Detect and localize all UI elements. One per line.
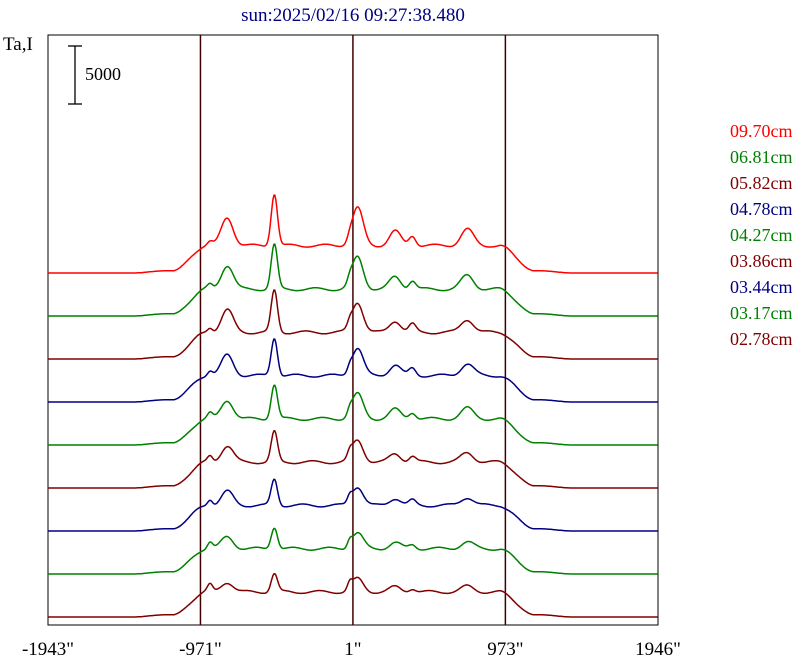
legend-entry-09.70cm: 09.70cm <box>730 121 793 141</box>
marker-lines <box>199 35 507 625</box>
legend: 09.70cm 06.81cm 05.82cm 04.78cm 04.27cm 03.86… <box>730 121 793 349</box>
series-line-03.17cm <box>48 527 658 575</box>
series-line-05.82cm <box>48 289 658 360</box>
legend-entry-04.27cm: 04.27cm <box>730 225 793 245</box>
scale-bar: 5000 <box>68 45 121 105</box>
x-tick-label-4: 1946" <box>635 639 681 660</box>
series-line-04.27cm <box>48 384 658 446</box>
legend-entry-04.78cm: 04.78cm <box>730 199 793 219</box>
series-line-06.81cm <box>48 243 658 317</box>
x-tick-label-0: -1943" <box>22 639 74 660</box>
legend-entry-06.81cm: 06.81cm <box>730 147 793 167</box>
x-tick-label-1: -971" <box>179 639 222 660</box>
legend-entry-05.82cm: 05.82cm <box>730 173 793 193</box>
chart-title: sun:2025/02/16 09:27:38.480 <box>241 5 465 26</box>
series-line-03.86cm <box>48 429 658 489</box>
series-lines <box>48 194 658 618</box>
x-tick-labels: -1943" -971" 1" 973" 1946" <box>22 639 681 660</box>
legend-entry-02.78cm: 02.78cm <box>730 329 793 349</box>
legend-entry-03.44cm: 03.44cm <box>730 277 793 297</box>
y-axis-label: Ta,I <box>3 34 33 55</box>
series-line-09.70cm <box>48 194 658 274</box>
x-tick-label-2: 1" <box>344 639 361 660</box>
x-tick-label-3: 973" <box>487 639 523 660</box>
series-line-03.44cm <box>48 478 658 532</box>
series-line-04.78cm <box>48 338 658 403</box>
series-line-02.78cm <box>48 572 658 618</box>
scale-bar-label: 5000 <box>85 64 121 84</box>
legend-entry-03.86cm: 03.86cm <box>730 251 793 271</box>
legend-entry-03.17cm: 03.17cm <box>730 303 793 323</box>
